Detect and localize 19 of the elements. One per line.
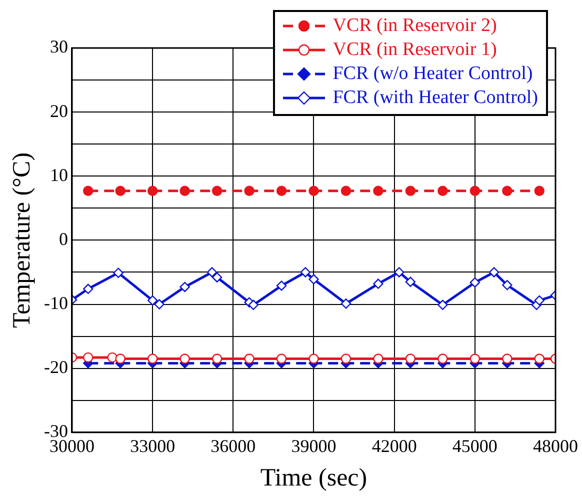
legend-label: FCR (w/o Heater Control) (332, 62, 533, 86)
y-tick-label: -10 (44, 293, 68, 313)
x-tick-label: 33000 (130, 436, 176, 456)
legend-label: FCR (with Heater Control) (332, 86, 538, 110)
x-tick-label: 39000 (291, 436, 336, 456)
y-tick-label: 30 (50, 36, 68, 57)
y-tick-label: 0 (58, 228, 68, 249)
x-tick-label: 36000 (210, 436, 256, 456)
y-tick-label: 20 (50, 100, 68, 121)
x-tick-label: 45000 (452, 436, 498, 456)
x-axis-title: Time (sec) (260, 464, 368, 492)
legend-label: VCR (in Reservoir 2) (332, 14, 497, 38)
x-tick-label: 48000 (533, 436, 578, 456)
y-axis-title: Temperature (°C) (8, 152, 36, 328)
x-tick-label: 42000 (372, 436, 417, 456)
y-tick-label: 10 (50, 164, 68, 185)
legend-label: VCR (in Reservoir 1) (332, 38, 497, 62)
y-tick-label: -30 (44, 421, 68, 442)
y-tick-label: -20 (44, 357, 68, 378)
